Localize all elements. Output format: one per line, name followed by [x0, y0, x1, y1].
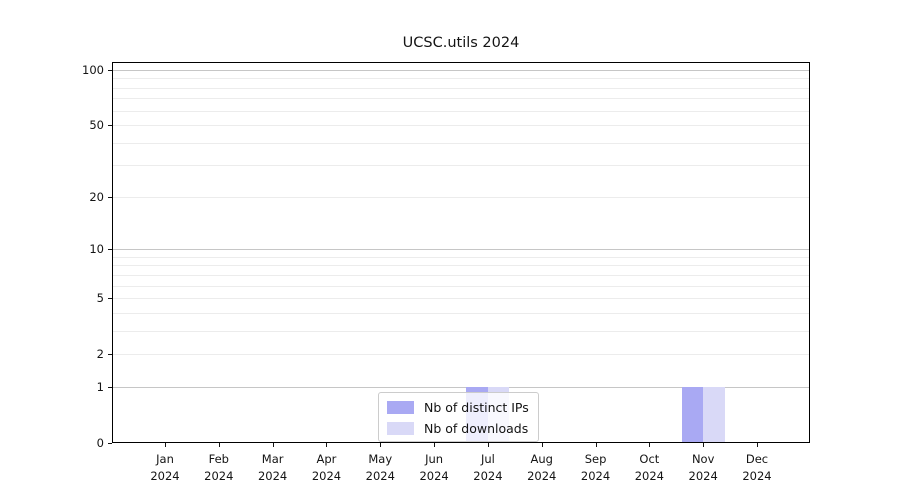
minor-gridline [112, 275, 810, 276]
minor-gridline [112, 125, 810, 126]
minor-gridline [112, 197, 810, 198]
x-tick-label: Nov 2024 [688, 452, 718, 483]
legend-label: Nb of distinct IPs [424, 399, 529, 415]
y-tick-label: 20 [89, 189, 104, 204]
bar-downloads-nov [703, 386, 725, 443]
y-tick [108, 70, 112, 71]
minor-gridline [112, 331, 810, 332]
y-tick-label: 50 [89, 118, 104, 133]
y-tick [108, 354, 112, 355]
minor-gridline [112, 143, 810, 144]
x-tick-label: Jul 2024 [473, 452, 503, 483]
x-tick [219, 443, 220, 447]
major-gridline [112, 70, 810, 71]
minor-gridline [112, 265, 810, 266]
minor-gridline [112, 88, 810, 89]
y-tick-label: 100 [82, 63, 104, 77]
legend-item: Nb of distinct IPs [387, 398, 529, 416]
x-tick-label: Dec 2024 [742, 452, 772, 483]
major-gridline [112, 249, 810, 250]
y-tick [108, 249, 112, 250]
x-tick-label: Mar 2024 [257, 452, 288, 483]
bar-ips-nov [681, 386, 704, 443]
minor-gridline [112, 354, 810, 355]
minor-gridline [112, 257, 810, 258]
x-tick [488, 443, 489, 447]
x-tick [649, 443, 650, 447]
minor-gridline [112, 78, 810, 79]
y-tick-label: 2 [96, 347, 104, 362]
x-tick [542, 443, 543, 447]
x-tick-label: May 2024 [365, 452, 395, 483]
x-tick-label: Feb 2024 [204, 452, 234, 483]
x-tick-label: Sep 2024 [580, 452, 611, 483]
x-tick-label: Jun 2024 [419, 452, 449, 483]
x-tick [703, 443, 704, 447]
y-tick [108, 387, 112, 388]
x-tick [273, 443, 274, 447]
x-tick [434, 443, 435, 447]
x-tick-label: Oct 2024 [634, 452, 664, 483]
x-tick [380, 443, 381, 447]
legend-label: Nb of downloads [424, 420, 529, 436]
major-gridline [112, 387, 810, 388]
minor-gridline [112, 313, 810, 314]
minor-gridline [112, 298, 810, 299]
y-tick-label: 10 [89, 242, 104, 257]
y-tick [108, 298, 112, 299]
x-tick-label: Aug 2024 [527, 452, 557, 483]
minor-gridline [112, 165, 810, 166]
minor-gridline [112, 98, 810, 99]
minor-gridline [112, 286, 810, 287]
chart-title: UCSC.utils 2024 [402, 35, 520, 51]
y-tick [108, 443, 112, 444]
minor-gridline [112, 111, 810, 112]
x-tick [326, 443, 327, 447]
legend-item: Nb of downloads [387, 419, 529, 437]
x-tick [596, 443, 597, 447]
legend: Nb of distinct IPs Nb of downloads [378, 392, 539, 442]
x-tick-label: Jan 2024 [150, 452, 180, 483]
plot-border [112, 62, 810, 443]
x-tick [165, 443, 166, 447]
y-tick-label: 0 [96, 436, 104, 450]
legend-swatch-icon [387, 421, 414, 435]
y-tick-label: 5 [96, 291, 104, 306]
y-tick-label: 1 [96, 379, 104, 394]
x-tick [757, 443, 758, 447]
y-tick [108, 125, 112, 126]
legend-swatch-icon [387, 400, 414, 414]
y-tick [108, 197, 112, 198]
x-tick-label: Apr 2024 [311, 452, 342, 483]
